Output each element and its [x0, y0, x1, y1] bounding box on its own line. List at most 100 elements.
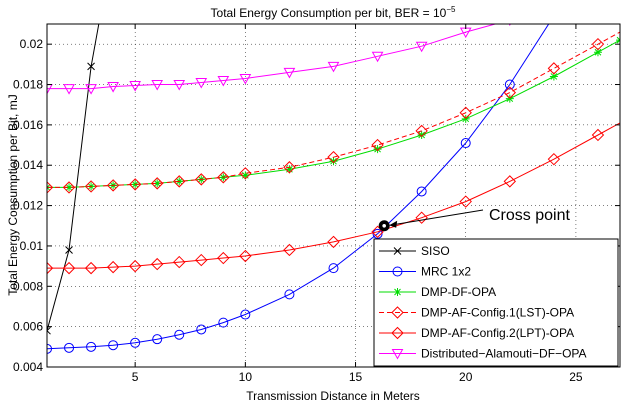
data-point [239, 73, 252, 85]
data-point [65, 246, 73, 254]
data-point [283, 243, 296, 257]
data-point [63, 84, 75, 95]
legend-marker [391, 306, 404, 319]
data-point [239, 167, 252, 180]
y-tick-label: 0.004 [13, 360, 43, 374]
data-point [128, 178, 142, 191]
data-point [460, 138, 471, 149]
cross-point-marker-center [382, 223, 386, 228]
y-tick-label: 0.006 [13, 320, 43, 334]
data-point [129, 81, 142, 92]
annotation-arrowhead [389, 220, 398, 228]
data-point [373, 145, 382, 154]
series-line [47, 24, 498, 90]
data-point [152, 334, 163, 345]
x-tick-label: 15 [349, 370, 363, 384]
data-point [372, 228, 383, 239]
plot-frame [46, 23, 621, 368]
y-tick-label: 0.018 [13, 78, 43, 92]
data-point [84, 261, 98, 275]
data-point [547, 62, 561, 75]
data-point [549, 72, 558, 81]
data-point [85, 84, 97, 95]
data-point [64, 342, 75, 353]
data-point [459, 195, 472, 208]
data-point [241, 171, 250, 180]
legend-marker [393, 288, 402, 296]
data-point [108, 340, 119, 351]
data-point [47, 326, 51, 335]
annotation-label: Cross point [489, 207, 570, 224]
data-point [84, 180, 98, 193]
x-tick-label: 25 [569, 370, 583, 384]
data-point [547, 152, 561, 166]
legend-marker [391, 349, 404, 360]
legend-item: SISO [379, 244, 450, 258]
data-point [173, 255, 186, 269]
data-point [415, 124, 428, 138]
cross-point-annotation: Cross point [378, 207, 570, 232]
plot-series [47, 0, 620, 354]
y-tick-label: 0.012 [13, 199, 43, 213]
series-line [47, 122, 620, 269]
legend-label: DMP-AF-Config.1(LST)-OPA [421, 306, 574, 320]
data-point [283, 67, 296, 79]
data-point [47, 181, 54, 194]
series-line [47, 24, 550, 350]
data-point [130, 337, 141, 348]
y-axis-label: Total Energy Consumption per Bit, mJ [6, 94, 20, 295]
data-point [239, 249, 252, 263]
data-point [327, 61, 340, 73]
data-point [87, 62, 95, 71]
data-point [327, 235, 340, 249]
legend-item: MRC 1x2 [379, 265, 471, 279]
data-point [415, 41, 428, 53]
legend-marker [392, 266, 403, 277]
data-point [150, 177, 164, 190]
data-point [417, 130, 426, 139]
data-point [503, 175, 517, 188]
data-point [62, 261, 76, 275]
axis-ticks: 5 10 15 20 25 0.004 0.006 0.008 0.01 0.012 0.014 0.… [13, 24, 620, 384]
data-point [217, 171, 230, 184]
data-point [504, 79, 515, 90]
legend-label: SISO [421, 244, 450, 258]
data-point [195, 173, 208, 186]
series-0 [47, 24, 100, 335]
data-point [173, 175, 186, 188]
data-point [593, 48, 602, 57]
data-point [371, 138, 384, 152]
data-point [107, 82, 119, 93]
data-point [503, 86, 517, 99]
data-point [106, 179, 120, 192]
data-point [65, 183, 74, 192]
legend-item: DMP-AF-Config.1(LST)-OPA [379, 306, 574, 320]
x-axis-label: Transmission Distance in Meters [246, 389, 420, 403]
data-point [174, 329, 185, 340]
data-point [591, 128, 605, 142]
series-line [47, 24, 100, 331]
data-point [86, 341, 97, 352]
legend-marker [393, 247, 402, 255]
data-point [62, 181, 76, 194]
data-point [549, 0, 559, 5]
data-point [549, 11, 558, 20]
data-point [371, 51, 384, 63]
data-point [195, 78, 208, 89]
legend-label: MRC 1x2 [421, 265, 471, 279]
data-point [196, 324, 207, 335]
data-point [195, 253, 208, 267]
data-point [283, 161, 296, 174]
data-point [217, 251, 230, 265]
series-line [47, 31, 620, 188]
data-point [218, 317, 229, 328]
legend-item: DMP-AF-Config.2(LPT)-OPA [379, 326, 574, 340]
legend-marker [391, 326, 404, 340]
x-tick-label: 5 [132, 370, 139, 384]
legend-item: DMP-DF-OPA [379, 285, 496, 299]
legend-item: Distributed−Alamouti−DF−OPA [379, 347, 587, 361]
data-point [151, 80, 164, 91]
data-point [106, 260, 120, 274]
data-point [416, 186, 427, 197]
